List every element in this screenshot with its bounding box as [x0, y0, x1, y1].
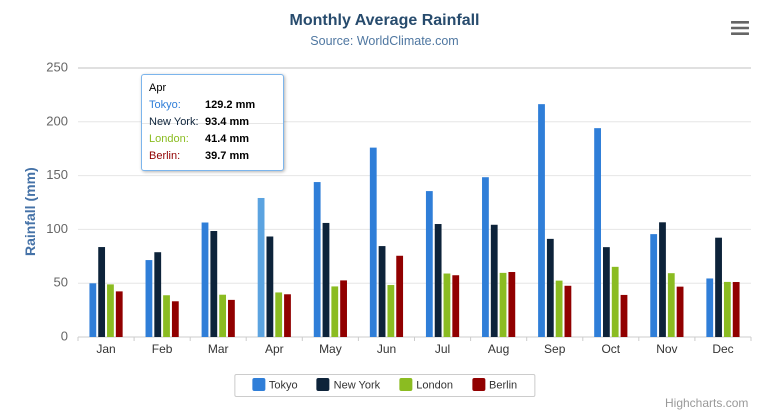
svg-text:250: 250 — [46, 60, 68, 75]
svg-text:Jun: Jun — [377, 342, 396, 356]
svg-text:Oct: Oct — [601, 342, 620, 356]
svg-text:Feb: Feb — [152, 342, 173, 356]
svg-text:150: 150 — [46, 167, 68, 182]
svg-text:Dec: Dec — [712, 342, 733, 356]
svg-text:Aug: Aug — [488, 342, 509, 356]
svg-text:50: 50 — [54, 275, 68, 290]
svg-text:Mar: Mar — [208, 342, 229, 356]
svg-text:Jul: Jul — [435, 342, 450, 356]
svg-text:0: 0 — [61, 329, 68, 344]
svg-text:100: 100 — [46, 221, 68, 236]
svg-text:Jan: Jan — [96, 342, 115, 356]
svg-text:Sep: Sep — [544, 342, 566, 356]
svg-text:Apr: Apr — [265, 342, 284, 356]
svg-text:Nov: Nov — [656, 342, 677, 356]
svg-text:May: May — [319, 342, 342, 356]
svg-text:200: 200 — [46, 113, 68, 128]
